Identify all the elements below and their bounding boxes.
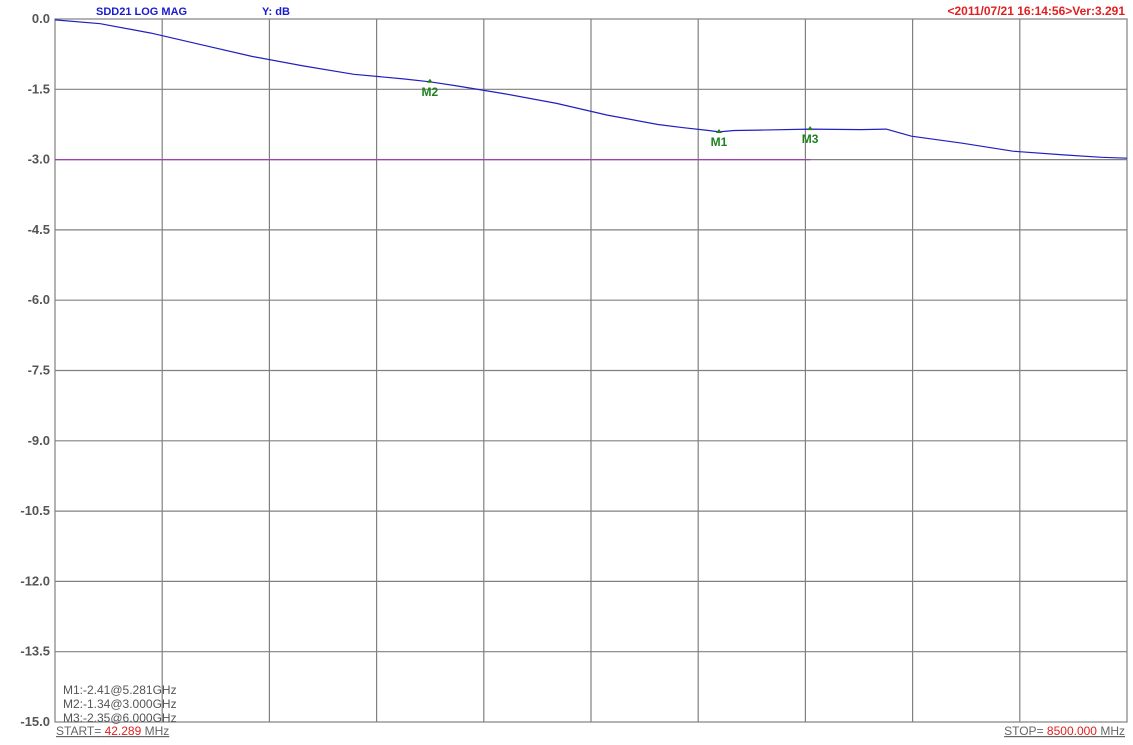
marker-m2-label: M2 [422,85,439,99]
y-tick-label: -1.5 [28,81,50,96]
y-tick-label: -13.5 [20,644,50,659]
marker-m2-point [426,78,433,83]
timestamp-version: <2011/07/21 16:14:56>Ver:3.291 [948,4,1126,18]
trace-layer [54,19,1128,159]
stop-frequency: STOP= 8500.000 MHz [1004,724,1125,738]
start-value: 42.289 [105,724,142,738]
y-tick-label: -15.0 [20,714,50,729]
y-tick-label: 0.0 [32,11,50,26]
trace-label: SDD21 LOG MAG [96,6,187,18]
scale-label: Y: dB [262,6,290,18]
y-tick-label: -7.5 [28,363,50,378]
start-frequency: START= 42.289 MHz [56,724,169,738]
stop-prefix: STOP= [1004,724,1043,738]
marker-m1-label: M1 [711,135,728,149]
stop-value: 8500.000 [1047,724,1097,738]
marker-readout-m1: M1:-2.41@5.281GHz [63,683,177,697]
y-tick-label: -12.0 [20,573,50,588]
y-tick-label: -10.5 [20,503,50,518]
y-tick-label: -4.5 [28,222,50,237]
marker-readout-m3: M3:-2.35@6.000GHz [63,711,177,725]
start-unit: MHz [145,724,170,738]
y-axis-ticks: 0.0 -1.5 -3.0 -4.5 -6.0 -7.5 -9.0 -10.5 -12.0 -13… [20,11,50,729]
marker-readout-m2: M2:-1.34@3.000GHz [63,697,177,711]
y-tick-label: -9.0 [28,433,50,448]
plot-grid [54,18,1128,723]
marker-m3-label: M3 [802,132,819,146]
marker-m1-point [715,128,722,133]
stop-unit: MHz [1100,724,1125,738]
start-prefix: START= [56,724,101,738]
trace-sdd21 [54,19,1128,159]
y-tick-label: -6.0 [28,292,50,307]
marker-m3-point [807,126,814,131]
y-tick-label: -3.0 [28,152,50,167]
marker-layer: M1 M2 M3 [422,78,819,149]
